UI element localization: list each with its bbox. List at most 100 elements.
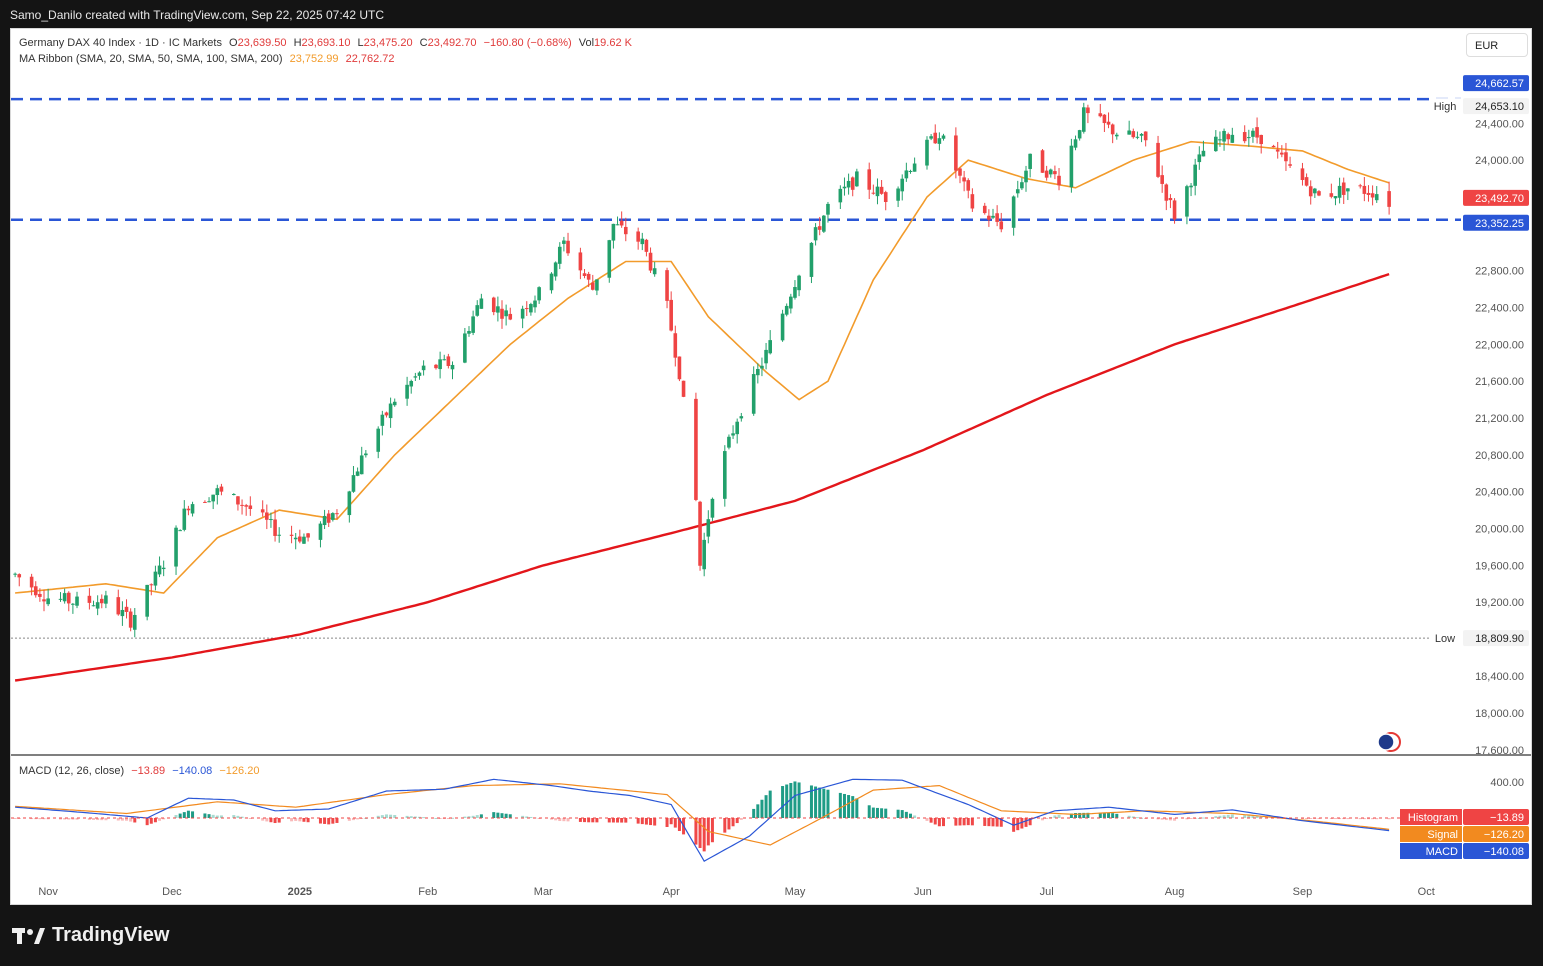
candle-body[interactable]: [174, 527, 178, 567]
candle-body[interactable]: [941, 135, 946, 139]
candle-body[interactable]: [1143, 131, 1148, 141]
candle-body[interactable]: [537, 287, 541, 301]
candle-body[interactable]: [491, 297, 496, 313]
candle-body[interactable]: [904, 170, 909, 179]
candle-body[interactable]: [302, 536, 306, 544]
candle-body[interactable]: [33, 586, 38, 596]
candle-body[interactable]: [1081, 107, 1086, 132]
candle-body[interactable]: [95, 602, 100, 609]
candle-body[interactable]: [665, 270, 669, 301]
candle-body[interactable]: [850, 177, 855, 190]
candle-body[interactable]: [508, 313, 513, 320]
candle-body[interactable]: [764, 349, 768, 364]
candle-body[interactable]: [1280, 152, 1284, 155]
candle-body[interactable]: [1366, 192, 1371, 195]
price-chart-svg[interactable]: 18,000.00 18,400.00 19,200.00 19,600.00 20,0…: [11, 29, 1531, 904]
candle-body[interactable]: [232, 493, 236, 495]
candle-body[interactable]: [236, 496, 240, 505]
candle-body[interactable]: [421, 365, 426, 371]
currency-selector[interactable]: EUR: [1466, 33, 1528, 57]
candle-body[interactable]: [1346, 188, 1350, 192]
candle-body[interactable]: [186, 508, 191, 511]
candle-body[interactable]: [1247, 137, 1251, 139]
candle-body[interactable]: [846, 180, 851, 188]
candle-body[interactable]: [1053, 171, 1057, 175]
candle-body[interactable]: [190, 504, 195, 514]
candle-body[interactable]: [723, 451, 727, 499]
candle-body[interactable]: [896, 188, 900, 201]
candle-body[interactable]: [450, 364, 455, 370]
candle-body[interactable]: [145, 584, 149, 617]
candle-body[interactable]: [533, 300, 537, 308]
candle-body[interactable]: [446, 356, 451, 366]
candle-body[interactable]: [1156, 142, 1160, 177]
candle-body[interactable]: [694, 398, 698, 500]
candle-body[interactable]: [1300, 168, 1305, 181]
candle-body[interactable]: [417, 372, 422, 376]
candle-body[interactable]: [1057, 175, 1061, 186]
candle-body[interactable]: [1337, 185, 1342, 198]
candle-body[interactable]: [504, 310, 508, 317]
candle-body[interactable]: [867, 169, 872, 190]
candle-body[interactable]: [153, 571, 158, 586]
candle-body[interactable]: [322, 515, 327, 526]
candle-body[interactable]: [1218, 139, 1222, 141]
candle-body[interactable]: [1230, 134, 1235, 143]
candle-body[interactable]: [1024, 170, 1028, 183]
candle-body[interactable]: [1028, 153, 1032, 169]
candle-body[interactable]: [1255, 127, 1259, 138]
candle-body[interactable]: [58, 598, 63, 600]
candle-body[interactable]: [797, 275, 801, 291]
candle-body[interactable]: [120, 609, 125, 617]
candle-body[interactable]: [500, 308, 504, 319]
candle-body[interactable]: [1222, 130, 1226, 142]
candle-body[interactable]: [149, 584, 154, 586]
candle-body[interactable]: [1127, 130, 1131, 135]
candle-body[interactable]: [702, 539, 706, 570]
candle-body[interactable]: [219, 486, 224, 492]
candle-body[interactable]: [813, 227, 818, 241]
candle-body[interactable]: [1329, 193, 1334, 197]
candle-body[interactable]: [289, 534, 294, 536]
candle-body[interactable]: [954, 135, 958, 171]
candle-body[interactable]: [768, 340, 772, 354]
candle-body[interactable]: [1275, 149, 1280, 152]
candle-body[interactable]: [335, 513, 339, 515]
candle-body[interactable]: [875, 186, 880, 197]
candle-body[interactable]: [727, 436, 731, 448]
candle-body[interactable]: [132, 614, 137, 630]
candle-body[interactable]: [1139, 133, 1144, 136]
candle-body[interactable]: [244, 505, 248, 507]
candle-body[interactable]: [677, 356, 682, 380]
candle-body[interactable]: [364, 453, 368, 456]
candle-body[interactable]: [182, 508, 187, 530]
candle-body[interactable]: [66, 592, 71, 604]
candle-body[interactable]: [1288, 164, 1292, 166]
candle-body[interactable]: [1214, 136, 1218, 152]
candle-body[interactable]: [1304, 177, 1309, 186]
candle-body[interactable]: [1077, 130, 1082, 139]
candle-body[interactable]: [1098, 113, 1103, 117]
candle-body[interactable]: [376, 428, 381, 452]
candle-body[interactable]: [471, 316, 475, 333]
candle-body[interactable]: [87, 595, 92, 603]
candle-body[interactable]: [1044, 170, 1049, 178]
candle-body[interactable]: [929, 136, 933, 139]
candle-body[interactable]: [784, 305, 789, 315]
candle-body[interactable]: [826, 203, 830, 215]
candle-body[interactable]: [982, 205, 987, 214]
candle-body[interactable]: [1131, 131, 1136, 138]
candle-body[interactable]: [1226, 134, 1230, 140]
candle-body[interactable]: [590, 282, 595, 290]
candle-body[interactable]: [260, 509, 265, 513]
candle-body[interactable]: [1370, 193, 1375, 198]
candle-body[interactable]: [838, 188, 843, 203]
candle-body[interactable]: [995, 213, 999, 222]
candle-body[interactable]: [962, 177, 966, 182]
candle-body[interactable]: [1341, 182, 1346, 195]
candle-body[interactable]: [562, 240, 566, 244]
candle-body[interactable]: [756, 368, 760, 376]
candle-body[interactable]: [359, 455, 364, 475]
candle-body[interactable]: [1308, 186, 1313, 197]
candle-body[interactable]: [1362, 185, 1367, 194]
